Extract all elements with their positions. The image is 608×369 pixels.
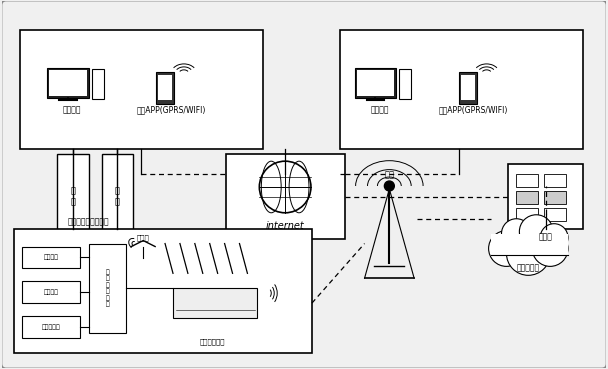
Circle shape — [519, 215, 553, 248]
Bar — [516, 174, 538, 187]
Bar — [226, 154, 345, 239]
Text: 无线通信终端: 无线通信终端 — [200, 338, 226, 345]
Circle shape — [489, 231, 524, 266]
Bar — [22, 246, 80, 268]
Bar — [461, 75, 475, 100]
Bar — [508, 164, 583, 229]
Bar — [89, 244, 126, 333]
Text: 考
量: 考 量 — [115, 187, 120, 206]
Circle shape — [502, 219, 531, 248]
Bar — [491, 234, 568, 255]
Text: 监控中心: 监控中心 — [370, 106, 389, 115]
Bar — [156, 72, 174, 104]
Bar — [22, 316, 80, 338]
Bar — [516, 191, 538, 204]
Circle shape — [384, 181, 395, 191]
Text: 垃圾分类收集装置器: 垃圾分类收集装置器 — [68, 218, 109, 227]
Bar — [49, 70, 87, 96]
Text: 运营中心: 运营中心 — [63, 106, 81, 115]
Bar — [544, 191, 566, 204]
Text: 防火墙: 防火墙 — [539, 232, 553, 242]
Bar — [102, 154, 133, 239]
Text: 手机APP(GPRS/WIFI): 手机APP(GPRS/WIFI) — [439, 106, 508, 115]
Bar — [340, 30, 583, 149]
Bar — [57, 154, 89, 239]
Text: 信
息
处
理
模
块: 信 息 处 理 模 块 — [106, 269, 109, 307]
Bar — [173, 288, 257, 318]
Bar — [22, 281, 80, 303]
Text: 设备云中心: 设备云中心 — [517, 263, 540, 272]
Text: 智能摄像块: 智能摄像块 — [41, 324, 60, 330]
Text: internet: internet — [266, 221, 305, 231]
Bar — [158, 75, 172, 100]
Text: 手机APP(GPRS/WIFI): 手机APP(GPRS/WIFI) — [136, 106, 206, 115]
Bar — [544, 208, 566, 221]
Text: 测账模块: 测账模块 — [43, 289, 58, 295]
Circle shape — [532, 231, 568, 266]
Bar — [47, 68, 89, 98]
Circle shape — [541, 224, 568, 252]
Bar — [399, 69, 411, 99]
Text: 质量模块: 质量模块 — [43, 255, 58, 260]
Text: 蓝牙大: 蓝牙大 — [137, 234, 150, 241]
Circle shape — [260, 161, 311, 213]
Bar — [459, 72, 477, 104]
Bar — [516, 208, 538, 221]
Text: 基站: 基站 — [384, 170, 395, 179]
Bar — [14, 229, 312, 353]
Bar — [357, 70, 395, 96]
Circle shape — [506, 232, 550, 275]
Bar — [354, 68, 396, 98]
Text: 数
分: 数 分 — [71, 187, 75, 206]
Bar — [544, 174, 566, 187]
Bar — [92, 69, 103, 99]
Bar — [20, 30, 263, 149]
